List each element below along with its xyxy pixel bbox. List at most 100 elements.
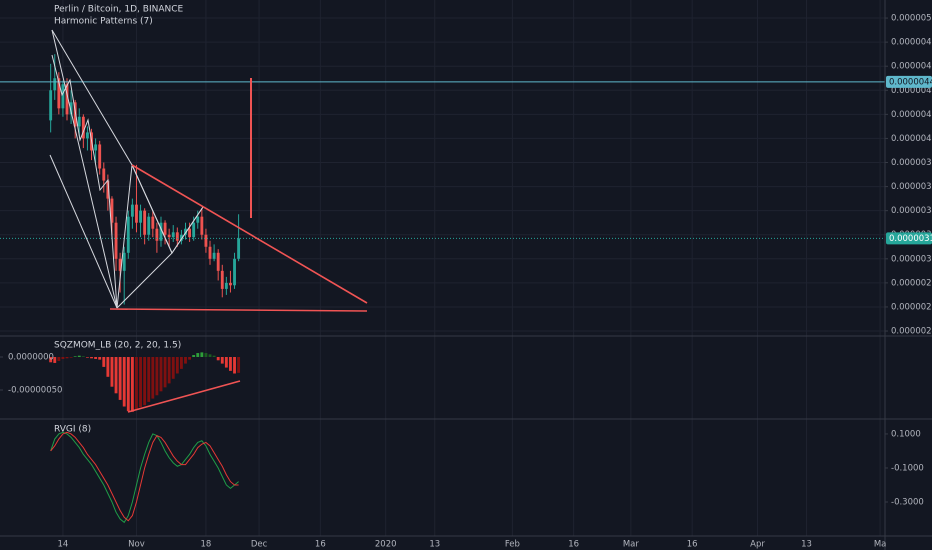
histogram-bar	[163, 357, 167, 388]
histogram-bar	[167, 357, 171, 384]
indicator-title: RVGI (8)	[54, 425, 91, 435]
histogram-bar	[224, 357, 228, 368]
x-tick-label: 13	[801, 540, 812, 550]
histogram-bar	[106, 357, 110, 377]
histogram-bar	[135, 357, 138, 410]
x-tick-label: Dec	[251, 540, 268, 550]
y-tick-label: 0.00000420	[891, 110, 932, 120]
pattern-edge	[171, 206, 204, 254]
indicator-title: Harmonic Patterns (7)	[54, 17, 153, 27]
x-tick-label: 18	[201, 540, 212, 550]
histogram-bar	[212, 355, 216, 358]
candle-body	[237, 238, 241, 259]
candle-body	[98, 144, 102, 169]
candle-body	[212, 252, 216, 259]
candle-body	[208, 246, 212, 259]
histogram-bar	[220, 357, 224, 364]
candle-body	[69, 102, 73, 115]
y-tick-label: 0.0000000	[8, 353, 54, 363]
y-tick-label: -0.1000	[891, 463, 924, 473]
price-label: 0.00000317	[889, 234, 932, 244]
histogram-bar	[175, 357, 179, 374]
x-tick-label: Apr	[750, 540, 765, 550]
histogram-bar	[179, 357, 183, 369]
drawings	[49, 29, 368, 413]
candle-body	[220, 270, 224, 289]
candle-body	[118, 258, 122, 271]
candle-body	[188, 228, 192, 238]
candle-body	[106, 180, 110, 199]
histogram-bar	[90, 357, 93, 359]
x-tick-label: Feb	[505, 540, 520, 550]
candle-body	[233, 258, 236, 286]
y-tick-label: 0.00000380	[891, 158, 932, 168]
candle-body	[167, 234, 171, 238]
histogram-bar	[184, 357, 187, 364]
x-tick-label: 14	[58, 540, 69, 550]
pattern-edge	[51, 29, 133, 166]
x-tick-label: Mar	[623, 540, 640, 550]
histogram-bar	[171, 357, 175, 379]
candle-body	[94, 144, 98, 151]
y-tick-label: 0.00000240	[891, 327, 932, 337]
candle-body	[184, 228, 187, 235]
histogram-bar	[81, 356, 85, 358]
candle-body	[49, 90, 53, 121]
x-tick-label: 2020	[375, 540, 397, 550]
histogram-bar	[233, 357, 236, 374]
histogram-bar	[69, 357, 73, 358]
candle-body	[175, 232, 179, 241]
histogram-bar	[216, 357, 220, 361]
histogram-bar	[57, 357, 61, 361]
histogram-bar	[53, 357, 57, 363]
y-tick-label: 0.00000280	[891, 278, 932, 288]
candle-body	[192, 222, 196, 238]
candle-body	[102, 168, 106, 181]
histogram-bar	[98, 357, 102, 360]
trendline	[109, 308, 368, 312]
x-tick-label: Ma	[874, 540, 887, 550]
indicator-line	[50, 431, 239, 524]
histogram-bar	[155, 357, 159, 396]
chart-title: Perlin / Bitcoin, 1D, BINANCE	[54, 5, 183, 15]
histogram-bar	[73, 356, 77, 358]
y-tick-label: -0.00000050	[8, 386, 62, 396]
indicator-line	[50, 431, 239, 522]
histogram-bar	[192, 355, 196, 358]
pattern-edge	[131, 164, 173, 254]
histogram-bar	[77, 355, 81, 358]
pattern-edge	[49, 154, 118, 309]
histogram-bar	[49, 357, 53, 363]
marks-layer	[0, 54, 885, 524]
price-label-box	[886, 232, 932, 245]
trendline	[131, 164, 368, 304]
candle-body	[224, 282, 228, 289]
candle-body	[73, 102, 77, 127]
histogram-bar	[122, 357, 126, 407]
candle-body	[151, 216, 155, 229]
histogram-bar	[114, 357, 118, 394]
price-label-box	[886, 75, 932, 88]
candle-body	[57, 78, 61, 109]
x-tick-label: 16	[687, 540, 698, 550]
histogram-bar	[200, 352, 204, 358]
y-tick-label: 0.00000260	[891, 302, 932, 312]
candle-body	[204, 234, 208, 247]
candle-body	[200, 216, 204, 235]
x-tick-label: 16	[568, 540, 579, 550]
pattern-leg	[51, 29, 204, 309]
y-tick-label: 0.1000	[891, 429, 921, 439]
histogram-bar	[188, 357, 192, 360]
x-tick-label: Nov	[128, 540, 145, 550]
histogram-bar	[151, 357, 155, 399]
candle-body	[53, 78, 57, 91]
pattern-edge	[116, 252, 173, 309]
y-tick-label: -0.3000	[891, 497, 924, 507]
histogram-bar	[61, 357, 65, 359]
histogram-bar	[86, 357, 89, 358]
candle-body	[122, 252, 126, 271]
